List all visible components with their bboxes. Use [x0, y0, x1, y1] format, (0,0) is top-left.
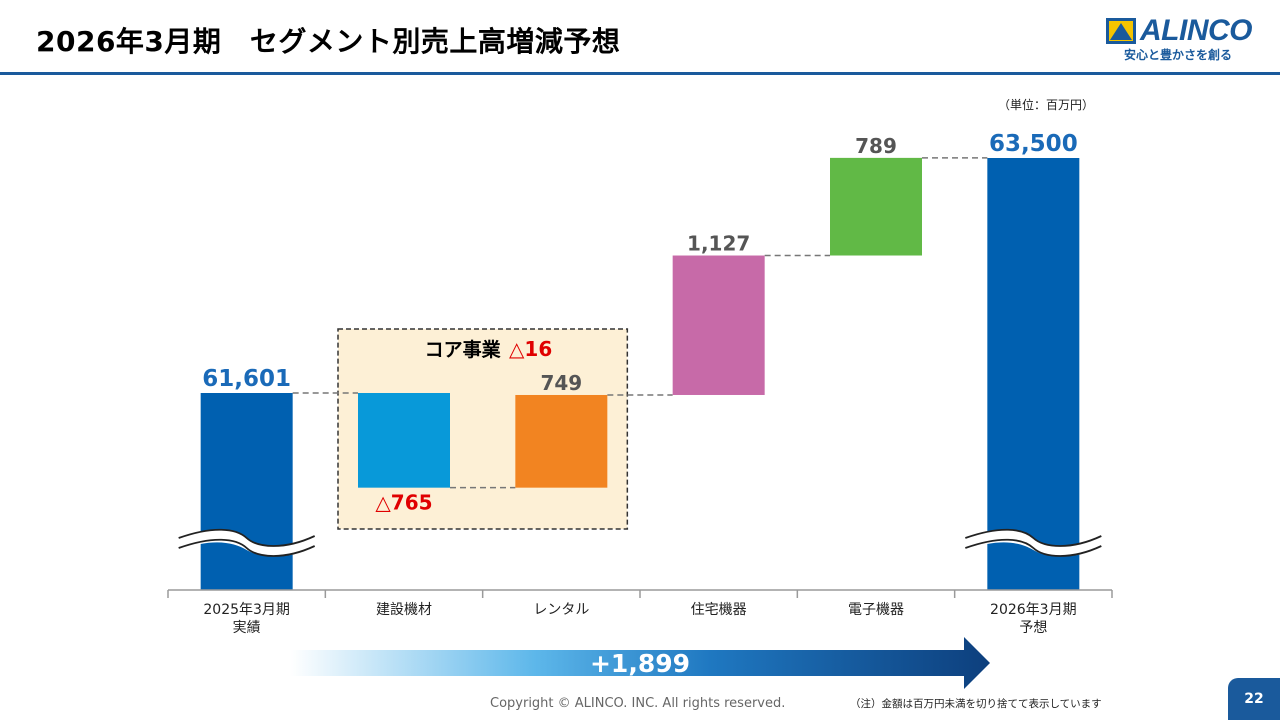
unit-label: （単位：百万円）	[997, 98, 1094, 112]
alinco-mark-icon	[1106, 18, 1136, 44]
x-tick-label: 2026年3月期予想	[990, 602, 1077, 636]
data-label: 1,127	[687, 232, 750, 256]
company-logo: ALINCO 安心と豊かさを創る	[1106, 14, 1256, 66]
bar-5	[987, 158, 1080, 590]
bar-4	[830, 157, 922, 256]
logo-wordmark: ALINCO	[1140, 14, 1253, 47]
core-business-value: △16	[509, 337, 552, 361]
total-change-label: +1,899	[590, 649, 690, 678]
x-tick-label: 建設機材	[376, 602, 432, 618]
copyright-text: Copyright © ALINCO. INC. All rights rese…	[490, 696, 786, 711]
title-underline	[0, 72, 1280, 75]
page-title: 2026年3月期 セグメント別売上高増減予想	[36, 25, 621, 58]
bar-2	[515, 394, 608, 488]
x-tick-label: 住宅機器	[691, 602, 747, 618]
axis-break-line	[965, 538, 1102, 557]
footnote: （注）金額は百万円未満を切り捨てて表示しています	[850, 698, 1102, 710]
bar-0	[200, 393, 293, 590]
data-label: △765	[375, 491, 432, 515]
data-label: 61,601	[202, 366, 291, 392]
x-tick-label: 2025年3月期実績	[203, 602, 290, 636]
x-tick-label: レンタル	[533, 602, 589, 618]
bar-3	[672, 255, 765, 395]
page-number: 22	[1228, 678, 1280, 720]
axis-break-line	[965, 528, 1102, 547]
data-label: 789	[855, 134, 897, 158]
axis-break-line	[178, 528, 316, 547]
axis-break-gap	[178, 529, 315, 557]
axis-break-gap	[965, 529, 1102, 557]
bar-1	[358, 393, 450, 488]
logo-tagline: 安心と豊かさを創る	[1124, 48, 1233, 62]
total-change-arrow	[290, 637, 990, 689]
data-label: 749	[540, 371, 582, 395]
x-tick-label: 電子機器	[848, 602, 904, 618]
core-business-label: コア事業	[425, 338, 502, 361]
axis-break-line	[178, 538, 316, 557]
data-label: 63,500	[989, 131, 1078, 157]
